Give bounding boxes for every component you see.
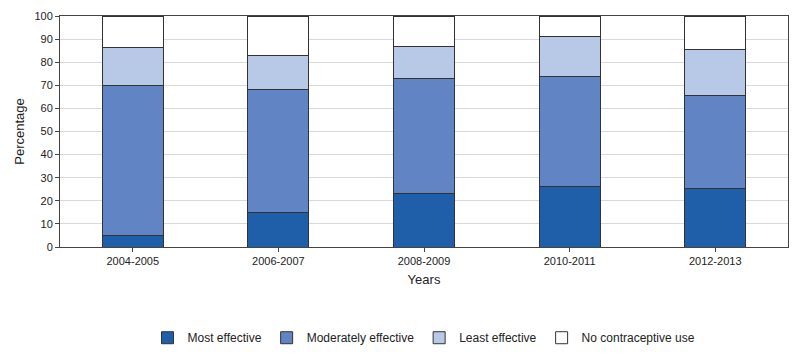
svg-text:20: 20 [41,195,53,207]
svg-text:0: 0 [47,241,53,253]
svg-text:No contraceptive use: No contraceptive use [582,331,695,345]
svg-text:80: 80 [41,56,53,68]
svg-text:2008-2009: 2008-2009 [398,255,451,267]
svg-text:10: 10 [41,218,53,230]
svg-text:2004-2005: 2004-2005 [106,255,159,267]
svg-text:40: 40 [41,148,53,160]
svg-text:Years: Years [408,272,441,287]
svg-text:Moderately effective: Moderately effective [307,331,414,345]
svg-text:70: 70 [41,79,53,91]
svg-text:100: 100 [34,10,52,22]
svg-text:Percentage: Percentage [12,98,27,165]
svg-text:50: 50 [41,125,53,137]
svg-text:60: 60 [41,102,53,114]
svg-text:30: 30 [41,172,53,184]
svg-text:2006-2007: 2006-2007 [252,255,305,267]
svg-text:Most effective: Most effective [188,331,262,345]
svg-text:2010-2011: 2010-2011 [544,255,596,267]
svg-text:Least effective: Least effective [459,331,536,345]
svg-text:2012-2013: 2012-2013 [689,255,742,267]
svg-text:90: 90 [41,33,53,45]
